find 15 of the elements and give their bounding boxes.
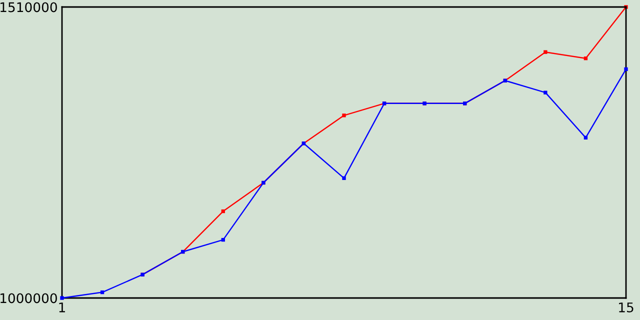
point	[544, 90, 548, 94]
point	[100, 290, 104, 294]
point	[60, 296, 64, 300]
point	[221, 209, 225, 214]
x-tick-label: 15	[619, 302, 634, 312]
point	[544, 50, 548, 54]
point	[342, 114, 346, 118]
point	[221, 238, 225, 242]
point	[584, 136, 588, 140]
y-tick-label: 1510000	[0, 2, 57, 12]
point	[584, 56, 588, 60]
point	[342, 176, 346, 180]
y-tick-label: 1000000	[0, 293, 57, 304]
point	[624, 67, 628, 72]
x-tick-label: 1	[59, 302, 65, 312]
